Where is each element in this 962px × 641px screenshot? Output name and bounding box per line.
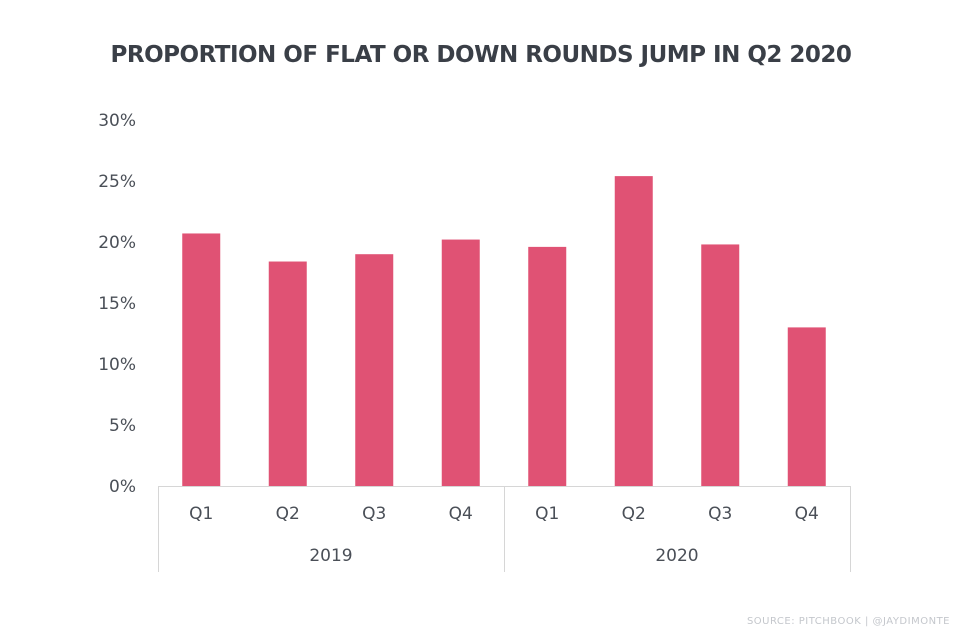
y-tick-label: 0%	[109, 477, 136, 497]
y-tick-label: 5%	[109, 416, 136, 436]
y-tick-label: 25%	[98, 172, 136, 192]
y-tick-label: 30%	[98, 111, 136, 131]
x-tick-label: Q4	[449, 504, 473, 524]
bar-series	[182, 176, 826, 486]
bar	[614, 176, 653, 486]
x-tick-label: Q3	[362, 504, 386, 524]
x-group-label: 2020	[655, 546, 698, 566]
chart-title: PROPORTION OF FLAT OR DOWN ROUNDS JUMP I…	[111, 42, 852, 68]
bar	[355, 254, 394, 486]
x-tick-label: Q2	[622, 504, 646, 524]
bar	[701, 244, 740, 486]
x-tick-label: Q4	[795, 504, 819, 524]
y-tick-label: 15%	[98, 294, 136, 314]
y-tick-label: 20%	[98, 233, 136, 253]
y-axis: 0% 5% 10% 15% 20% 25% 30%	[98, 111, 136, 497]
x-tick-label: Q3	[708, 504, 732, 524]
x-tick-label: Q1	[189, 504, 213, 524]
bar	[182, 233, 221, 486]
x-tick-label: Q1	[535, 504, 559, 524]
bar	[528, 246, 567, 486]
x-axis: Q1 Q2 Q3 Q4 Q1 Q2 Q3 Q4 2019 2020	[158, 486, 851, 572]
bar	[268, 261, 307, 486]
y-tick-label: 10%	[98, 355, 136, 375]
source-note: SOURCE: PITCHBOOK | @JAYDIMONTE	[747, 616, 950, 627]
x-tick-label: Q2	[276, 504, 300, 524]
x-group-label: 2019	[309, 546, 352, 566]
bar	[441, 239, 480, 486]
bar	[787, 327, 826, 486]
